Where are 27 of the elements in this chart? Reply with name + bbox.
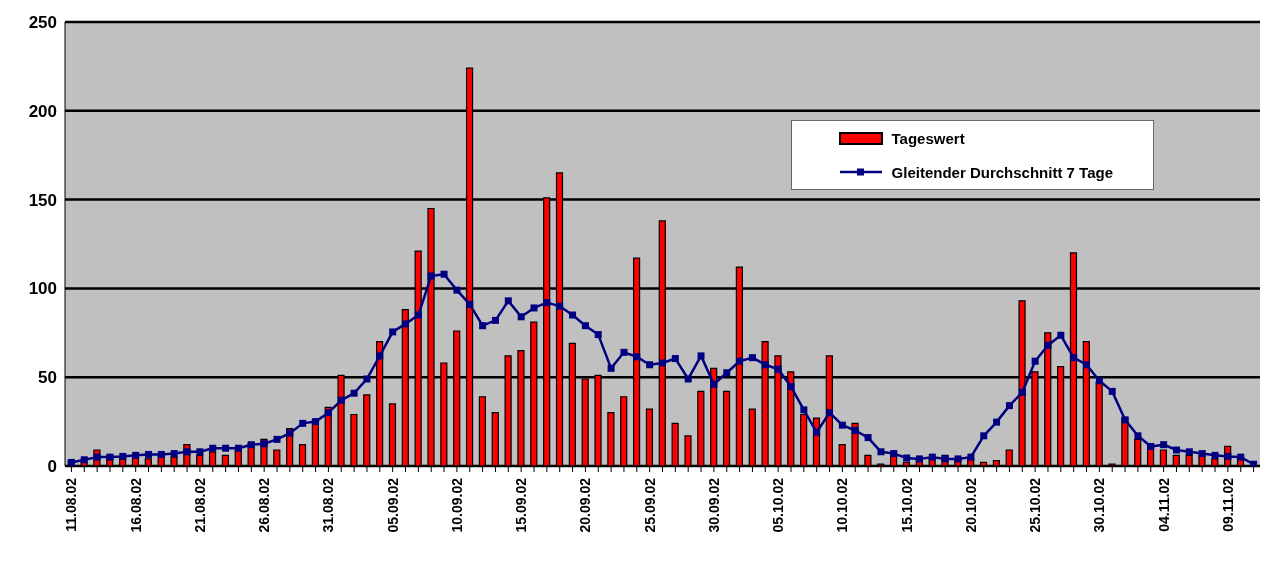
x-tick-label: 11.08.02 — [63, 477, 80, 532]
x-tick-label: 25.09.02 — [641, 477, 658, 533]
x-tick-label: 05.10.02 — [770, 477, 787, 533]
x-tick-label: 15.10.02 — [898, 477, 915, 533]
x-tick-label: 25.10.02 — [1027, 477, 1044, 533]
y-tick-label: 50 — [38, 368, 57, 388]
x-tick-label: 09.11.02 — [1219, 477, 1236, 532]
x-tick-label: 30.10.02 — [1091, 477, 1108, 533]
x-tick-label: 20.09.02 — [577, 477, 594, 533]
x-tick-label: 10.09.02 — [448, 477, 465, 533]
y-tick-label: 250 — [28, 13, 57, 33]
y-tick-label: 150 — [28, 190, 57, 210]
legend-label: Gleitender Durchschnitt 7 Tage — [891, 163, 1113, 181]
y-tick-label: 0 — [47, 457, 57, 477]
y-tick-label: 200 — [28, 101, 57, 121]
x-tick-label: 05.09.02 — [384, 477, 401, 533]
x-tick-label: 04.11.02 — [1155, 477, 1172, 532]
x-tick-label: 20.10.02 — [962, 477, 979, 533]
x-tick-label: 21.08.02 — [191, 477, 208, 533]
x-tick-label: 15.09.02 — [513, 477, 530, 533]
y-tick-label: 100 — [28, 279, 57, 299]
x-tick-label: 26.08.02 — [256, 477, 273, 533]
x-tick-label: 16.08.02 — [127, 477, 144, 533]
x-tick-label: 31.08.02 — [320, 477, 337, 533]
legend-label: Tageswert — [891, 129, 965, 147]
x-tick-label: 10.10.02 — [834, 477, 851, 533]
x-tick-label: 30.09.02 — [705, 477, 722, 533]
